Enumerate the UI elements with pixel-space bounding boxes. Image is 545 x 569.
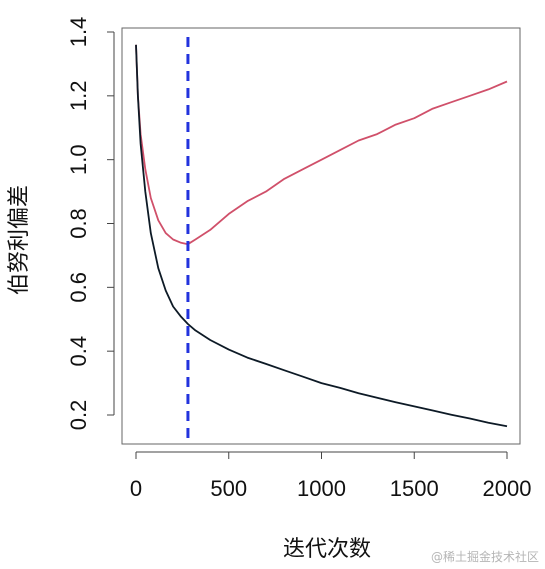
y-tick-label: 0.6 — [66, 272, 91, 303]
y-tick-label: 1.0 — [66, 144, 91, 175]
y-tick-label: 1.4 — [66, 17, 91, 48]
x-tick-label: 1000 — [297, 476, 346, 501]
y-tick-label: 1.2 — [66, 81, 91, 112]
watermark: @稀土掘金技术社区 — [430, 550, 539, 564]
y-axis-title: 伯努利偏差 — [7, 185, 32, 295]
test-deviance-line — [135, 44, 508, 246]
x-tick-label: 1500 — [390, 476, 439, 501]
y-tick-label: 0.8 — [66, 208, 91, 239]
x-axis: 0 500 1000 1500 2000 — [130, 451, 532, 501]
y-axis: 0.2 0.4 0.6 0.8 1.0 1.2 1.4 — [66, 17, 115, 431]
train-deviance-line — [135, 44, 508, 428]
x-tick-label: 500 — [210, 476, 247, 501]
plot-frame — [121, 27, 521, 445]
x-tick-label: 0 — [130, 476, 142, 501]
y-tick-label: 0.2 — [66, 400, 91, 431]
y-tick-label: 0.4 — [66, 336, 91, 367]
x-axis-title: 迭代次数 — [283, 537, 371, 562]
series-lines — [135, 44, 508, 428]
x-tick-label: 2000 — [483, 476, 532, 501]
